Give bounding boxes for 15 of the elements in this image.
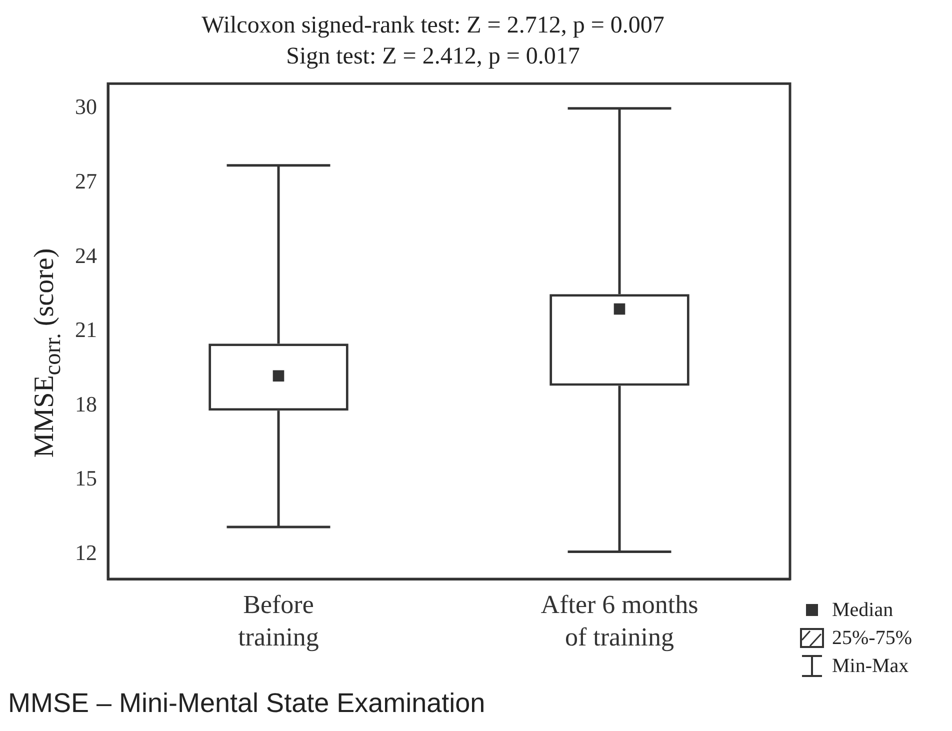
y-tick-label: 18 — [75, 391, 97, 416]
y-tick-label: 27 — [75, 168, 97, 194]
text: Min-Max — [832, 654, 909, 679]
y-tick-label: 21 — [75, 317, 97, 342]
x-tick-label: After 6 months of training — [540, 590, 698, 652]
text: MMSE – Mini-Mental State Examination — [8, 688, 486, 719]
text: 25%-75% — [832, 626, 912, 651]
y-tick-label: 30 — [75, 94, 97, 120]
chart-subtitle: Sign test: Z = 2.412, p = 0.017 — [286, 43, 580, 70]
y-tick-label: 24 — [75, 242, 97, 268]
text: Median — [832, 598, 894, 623]
y-tick-label: 15 — [75, 466, 97, 491]
chart-title: Wilcoxon signed-rank test: Z = 2.712, p = 0.007 — [202, 12, 664, 39]
x-tick-label: Before training — [238, 590, 319, 652]
y-tick-label: 12 — [75, 540, 97, 566]
